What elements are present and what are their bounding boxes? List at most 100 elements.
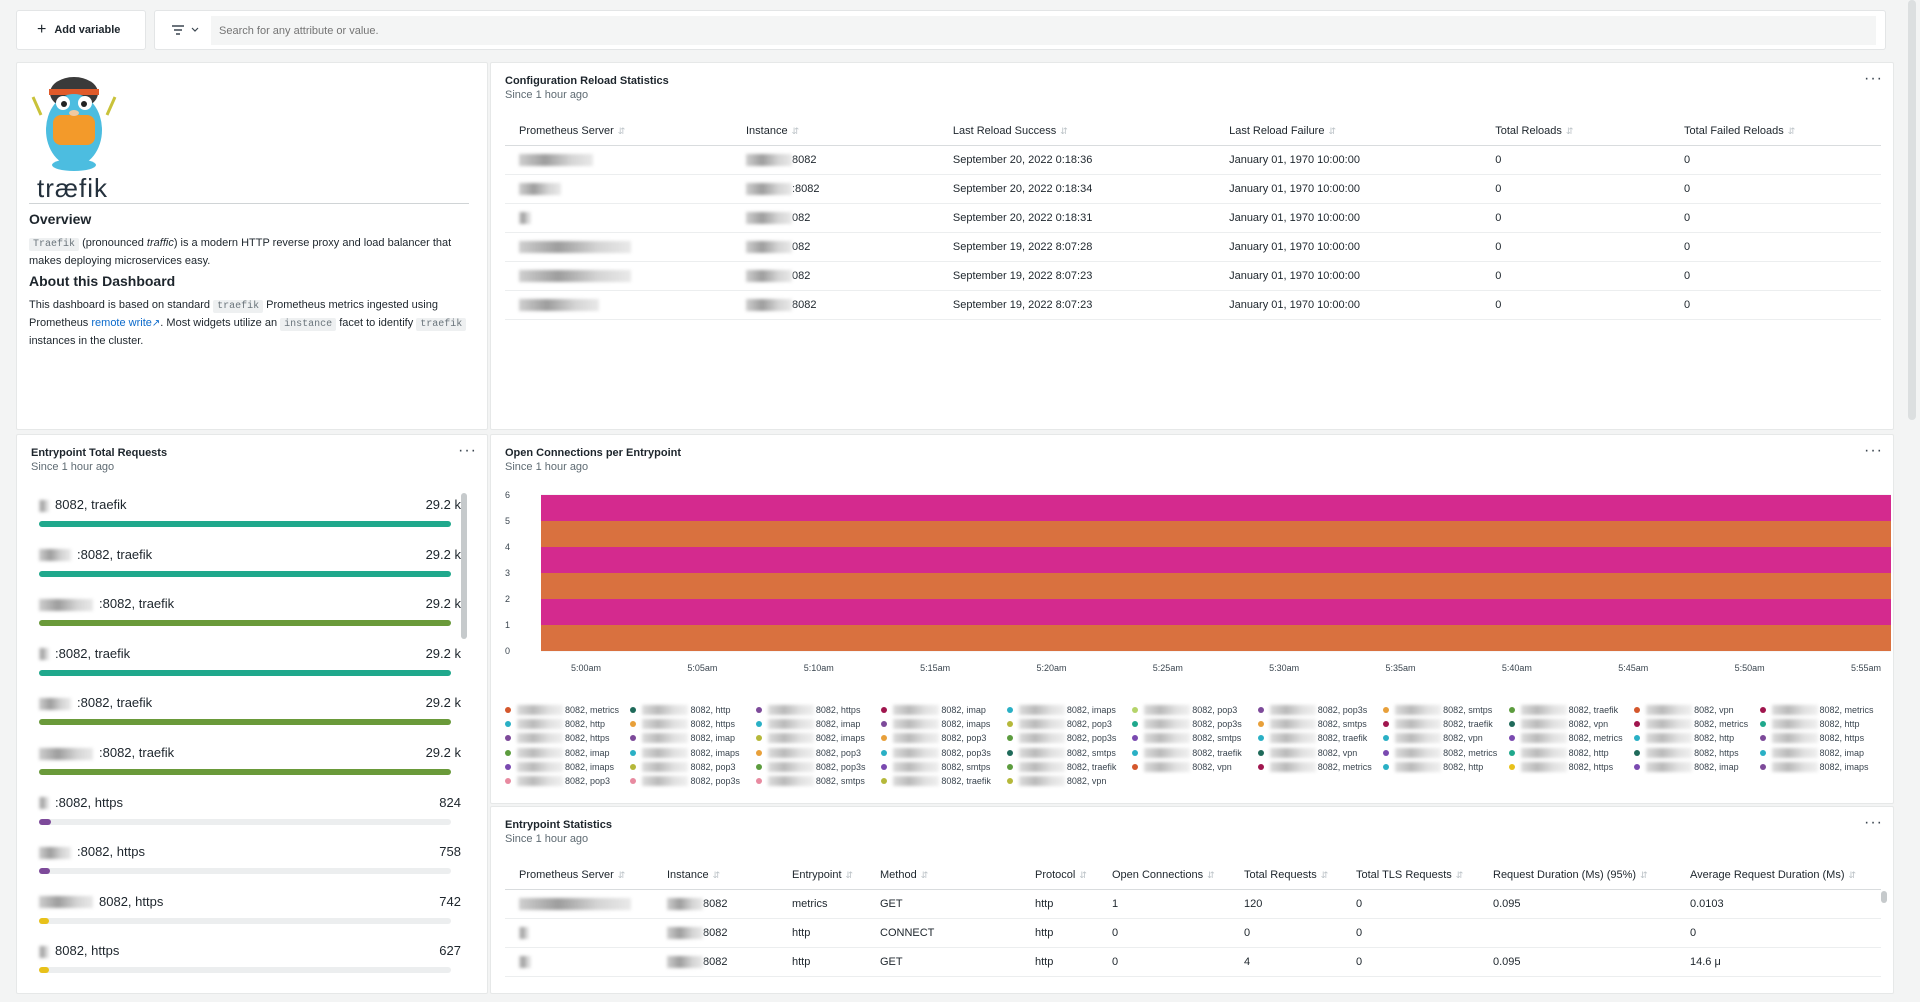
page-scrollbar[interactable] (1908, 0, 1916, 420)
legend-item[interactable]: 8082, https (505, 731, 610, 745)
legend-item[interactable]: 8082, http (630, 703, 731, 717)
bar-list-item[interactable]: :8082, traefik 29.2 k (31, 691, 461, 741)
table-row[interactable]: 8082 September 19, 2022 8:07:23 January 01… (505, 290, 1881, 320)
legend-item[interactable]: 8082, vpn (1132, 760, 1232, 774)
area-series[interactable] (541, 625, 1891, 651)
legend-item[interactable]: 8082, imap (1759, 746, 1864, 760)
legend-item[interactable]: 8082, pop3 (505, 774, 610, 788)
bar-list-item[interactable]: 8082, https 627 (31, 939, 461, 989)
table-row[interactable]: 8082 September 20, 2022 0:18:36 January 01… (505, 145, 1881, 175)
legend-item[interactable]: 8082, traefik (1508, 703, 1618, 717)
legend-item[interactable]: 8082, imaps (881, 717, 990, 731)
legend-item[interactable]: 8082, imap (755, 717, 860, 731)
legend-item[interactable]: 8082, http (1759, 717, 1860, 731)
stats-col-header[interactable]: Average Request Duration (Ms) ⇵ (1676, 869, 1881, 890)
stats-col-header[interactable]: Total Requests ⇵ (1230, 869, 1342, 890)
legend-item[interactable]: 8082, traefik (1383, 717, 1493, 731)
table-row[interactable]: 082 September 19, 2022 8:07:28 January 01,… (505, 232, 1881, 262)
legend-item[interactable]: 8082, vpn (1257, 746, 1357, 760)
legend-item[interactable]: 8082, imaps (1006, 703, 1116, 717)
table-row[interactable]: 8082 metrics GET http 1 120 0 0.095 0.0103 (505, 889, 1881, 919)
legend-item[interactable]: 8082, traefik (1257, 731, 1367, 745)
area-series[interactable] (541, 599, 1891, 625)
bar-list-item[interactable]: :8082, https 824 (31, 791, 461, 841)
reload-col-header[interactable]: Total Reloads ⇵ (1481, 125, 1671, 146)
table-row[interactable]: 082 September 19, 2022 8:07:23 January 01,… (505, 261, 1881, 291)
remote-write-link[interactable]: remote write (91, 317, 152, 329)
stats-col-header[interactable]: Entrypoint ⇵ (778, 869, 866, 890)
legend-item[interactable]: 8082, imap (1634, 760, 1739, 774)
stats-scrollbar-thumb[interactable] (1881, 891, 1887, 903)
legend-item[interactable]: 8082, metrics (505, 703, 619, 717)
legend-item[interactable]: 8082, vpn (1006, 774, 1106, 788)
legend-item[interactable]: 8082, pop3s (1257, 703, 1367, 717)
area-series[interactable] (541, 573, 1891, 599)
legend-item[interactable]: 8082, smtps (881, 760, 990, 774)
table-row[interactable]: :8082 September 20, 2022 0:18:34 January 0… (505, 174, 1881, 204)
legend-item[interactable]: 8082, smtps (1257, 717, 1367, 731)
bar-list-item[interactable]: :8082, traefik 29.2 k (31, 543, 461, 593)
legend-item[interactable]: 8082, vpn (1634, 703, 1734, 717)
legend-item[interactable]: 8082, pop3s (755, 760, 865, 774)
reload-col-header[interactable]: Total Failed Reloads ⇵ (1670, 125, 1881, 146)
legend-item[interactable]: 8082, imaps (1759, 760, 1869, 774)
legend-item[interactable]: 8082, metrics (1383, 746, 1497, 760)
legend-item[interactable]: 8082, pop3 (630, 760, 736, 774)
legend-item[interactable]: 8082, imap (505, 746, 610, 760)
legend-item[interactable]: 8082, traefik (881, 774, 991, 788)
reload-col-header[interactable]: Last Reload Success ⇵ (938, 125, 1216, 146)
stats-col-header[interactable]: Request Duration (Ms) (95%) ⇵ (1479, 869, 1676, 890)
legend-item[interactable]: 8082, pop3 (1006, 717, 1112, 731)
legend-item[interactable]: 8082, vpn (1508, 717, 1608, 731)
legend-item[interactable]: 8082, imap (630, 731, 735, 745)
bar-list-item[interactable]: 8082, https 742 (31, 890, 461, 940)
legend-item[interactable]: 8082, http (1508, 746, 1609, 760)
search-input[interactable] (211, 16, 1876, 45)
bar-list-item[interactable]: :8082, https 758 (31, 840, 461, 890)
area-series[interactable] (541, 547, 1891, 573)
table-row[interactable]: 8082 http GET http 0 4 0 0.095 14.6 μ (505, 947, 1881, 977)
legend-item[interactable]: 8082, pop3 (1132, 703, 1237, 717)
legend-item[interactable]: 8082, imaps (505, 760, 614, 774)
legend-item[interactable]: 8082, metrics (1759, 703, 1874, 717)
stats-col-header[interactable]: Instance ⇵ (653, 869, 778, 890)
legend-item[interactable]: 8082, http (505, 717, 605, 731)
bar-list-item[interactable]: :8082, traefik 29.2 k (31, 592, 461, 642)
add-variable-button[interactable]: + Add variable (16, 10, 146, 50)
legend-item[interactable]: 8082, imaps (755, 731, 865, 745)
legend-item[interactable]: 8082, https (755, 703, 860, 717)
bar-list-item[interactable]: 8082, traefik 29.2 k (31, 493, 461, 543)
legend-item[interactable]: 8082, https (630, 717, 735, 731)
open-conn-menu-icon[interactable]: ··· (1864, 442, 1883, 459)
reload-col-header[interactable]: Prometheus Server ⇵ (505, 125, 732, 146)
legend-item[interactable]: 8082, traefik (1132, 746, 1242, 760)
stats-col-header[interactable]: Method ⇵ (866, 869, 1021, 890)
stats-col-header[interactable]: Open Connections ⇵ (1098, 869, 1230, 890)
legend-item[interactable]: 8082, https (1634, 746, 1739, 760)
legend-item[interactable]: 8082, metrics (1257, 760, 1372, 774)
legend-item[interactable]: 8082, http (1383, 760, 1483, 774)
legend-item[interactable]: 8082, traefik (1006, 760, 1116, 774)
legend-item[interactable]: 8082, metrics (1508, 731, 1623, 745)
stats-col-header[interactable]: Prometheus Server ⇵ (505, 869, 653, 890)
table-row[interactable]: 8082 http CONNECT http 0 0 0 0 (505, 918, 1881, 948)
legend-item[interactable]: 8082, imaps (630, 746, 739, 760)
legend-item[interactable]: 8082, pop3s (1006, 731, 1116, 745)
legend-item[interactable]: 8082, pop3 (755, 746, 861, 760)
bar-list-item[interactable]: :8082, traefik 29.2 k (31, 741, 461, 791)
reload-col-header[interactable]: Last Reload Failure ⇵ (1215, 125, 1482, 146)
bar-list-item[interactable]: :8082, traefik 29.2 k (31, 642, 461, 692)
legend-item[interactable]: 8082, pop3s (630, 774, 740, 788)
legend-item[interactable]: 8082, pop3s (881, 746, 991, 760)
legend-item[interactable]: 8082, imap (881, 703, 986, 717)
legend-item[interactable]: 8082, pop3 (881, 731, 986, 745)
legend-item[interactable]: 8082, smtps (1006, 746, 1116, 760)
entry-stats-menu-icon[interactable]: ··· (1864, 814, 1883, 831)
scrollbar-thumb[interactable] (461, 493, 467, 639)
reload-menu-icon[interactable]: ··· (1864, 70, 1883, 87)
legend-item[interactable]: 8082, vpn (1383, 731, 1483, 745)
stats-col-header[interactable]: Total TLS Requests ⇵ (1342, 869, 1479, 890)
legend-item[interactable]: 8082, pop3s (1132, 717, 1242, 731)
filter-dropdown[interactable] (163, 17, 207, 43)
area-series[interactable] (541, 521, 1891, 547)
